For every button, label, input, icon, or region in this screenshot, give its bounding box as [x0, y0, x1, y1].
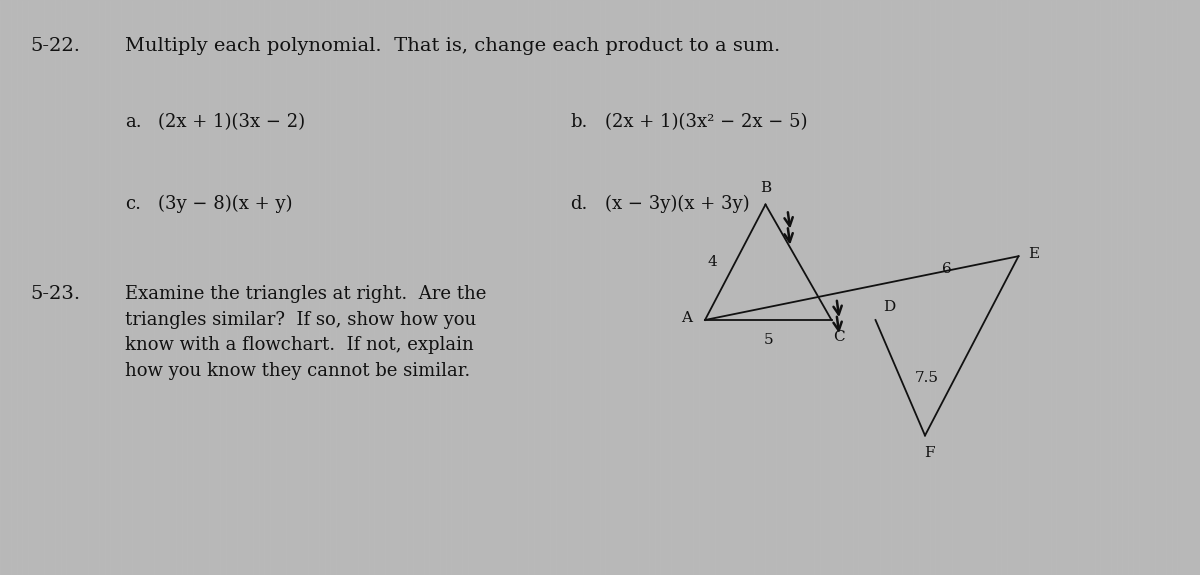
Text: (3y − 8)(x + y): (3y − 8)(x + y)	[158, 195, 293, 213]
Text: (x − 3y)(x + 3y): (x − 3y)(x + 3y)	[605, 195, 750, 213]
Text: 5-23.: 5-23.	[30, 285, 80, 303]
Text: c.: c.	[125, 195, 142, 213]
Text: a.: a.	[125, 113, 142, 131]
Text: (2x + 1)(3x² − 2x − 5): (2x + 1)(3x² − 2x − 5)	[605, 113, 808, 131]
Text: Examine the triangles at right.  Are the
triangles similar?  If so, show how you: Examine the triangles at right. Are the …	[125, 285, 486, 380]
Text: d.: d.	[570, 195, 587, 213]
Text: B: B	[760, 181, 772, 194]
Text: 7.5: 7.5	[914, 371, 938, 385]
Text: 5-22.: 5-22.	[30, 37, 80, 55]
Text: F: F	[924, 446, 935, 459]
Text: D: D	[883, 300, 895, 314]
Text: b.: b.	[570, 113, 587, 131]
Text: A: A	[682, 311, 692, 325]
Text: E: E	[1028, 247, 1039, 261]
Text: Multiply each polynomial.  That is, change each product to a sum.: Multiply each polynomial. That is, chang…	[125, 37, 780, 55]
Text: C: C	[834, 330, 845, 344]
Text: (2x + 1)(3x − 2): (2x + 1)(3x − 2)	[158, 113, 305, 131]
Text: 5: 5	[763, 333, 773, 347]
Text: 4: 4	[708, 255, 718, 269]
Text: 6: 6	[942, 262, 952, 276]
